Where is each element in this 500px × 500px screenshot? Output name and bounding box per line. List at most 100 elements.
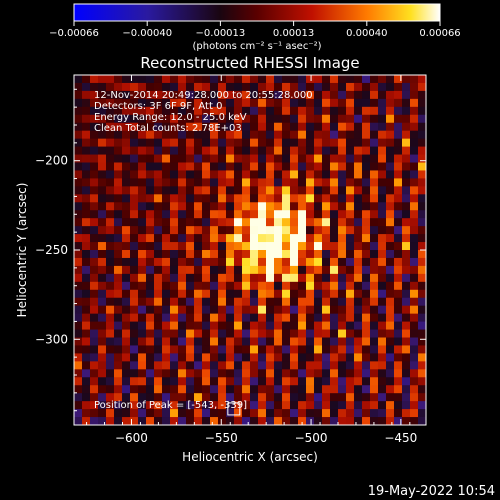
heatmap-cell xyxy=(210,162,219,172)
heatmap-cell xyxy=(386,202,395,211)
heatmap-cell xyxy=(170,170,179,179)
heatmap-cell xyxy=(82,218,91,227)
heatmap-cell xyxy=(402,202,411,211)
heatmap-cell xyxy=(274,210,283,219)
heatmap-cell xyxy=(250,98,259,108)
heatmap-cell xyxy=(402,377,411,386)
heatmap-cell xyxy=(90,265,99,275)
heatmap-cell xyxy=(378,369,387,378)
heatmap-cell xyxy=(298,393,307,402)
heatmap-cell xyxy=(418,409,426,418)
heatmap-image xyxy=(74,75,426,425)
heatmap-cell xyxy=(122,281,131,291)
heatmap-cell xyxy=(306,257,315,267)
heatmap-cell xyxy=(298,337,307,347)
heatmap-cell xyxy=(338,130,347,140)
heatmap-cell xyxy=(378,186,387,195)
heatmap-cell xyxy=(410,417,419,425)
heatmap-cell xyxy=(218,194,227,203)
heatmap-cell xyxy=(122,82,131,92)
heatmap-cell xyxy=(98,234,107,243)
heatmap-cell xyxy=(138,234,147,243)
heatmap-cell xyxy=(266,321,275,331)
heatmap-cell xyxy=(266,273,275,283)
heatmap-cell xyxy=(306,202,315,211)
heatmap-cell xyxy=(202,297,211,307)
heatmap-cell xyxy=(354,321,363,331)
heatmap-cell xyxy=(74,130,83,140)
heatmap-cell xyxy=(346,401,355,410)
heatmap-cell xyxy=(314,98,323,108)
heatmap-cell xyxy=(250,297,259,307)
heatmap-cell xyxy=(114,186,123,195)
heatmap-cell xyxy=(290,146,299,156)
heatmap-cell xyxy=(338,178,347,187)
heatmap-cell xyxy=(186,417,195,425)
heatmap-cell xyxy=(234,345,243,354)
heatmap-cell xyxy=(346,361,355,370)
heatmap-cell xyxy=(122,234,131,243)
heatmap-cell xyxy=(202,210,211,219)
heatmap-cell xyxy=(338,106,347,116)
heatmap-cell xyxy=(354,417,363,425)
heatmap-cell xyxy=(346,250,355,259)
heatmap-cell xyxy=(162,114,171,124)
heatmap-cell xyxy=(370,218,379,227)
heatmap-cell xyxy=(354,369,363,378)
heatmap-cell xyxy=(98,186,107,195)
heatmap-cell xyxy=(306,146,315,156)
heatmap-cell xyxy=(258,273,267,283)
heatmap-cell xyxy=(122,321,131,331)
heatmap-cell xyxy=(74,265,83,275)
heatmap-cell xyxy=(234,321,243,331)
heatmap-cell xyxy=(226,417,235,425)
heatmap-cell xyxy=(330,106,339,116)
heatmap-cell xyxy=(138,82,147,92)
heatmap-cell xyxy=(370,162,379,172)
heatmap-cell xyxy=(218,146,227,156)
heatmap-cell xyxy=(194,98,203,108)
heatmap-cell xyxy=(354,234,363,243)
heatmap-cell xyxy=(274,329,283,339)
heatmap-cell xyxy=(322,106,331,116)
heatmap-cell xyxy=(338,297,347,307)
heatmap-cell xyxy=(378,154,387,164)
heatmap-cell xyxy=(242,361,251,370)
heatmap-cell xyxy=(314,265,323,275)
heatmap-cell xyxy=(106,122,115,132)
heatmap-cell xyxy=(290,90,299,100)
heatmap-cell xyxy=(154,154,163,164)
heatmap-cell xyxy=(298,281,307,291)
heatmap-cell xyxy=(250,234,259,243)
heatmap-cell xyxy=(322,313,331,323)
heatmap-cell xyxy=(90,250,99,259)
heatmap-cell xyxy=(410,337,419,347)
heatmap-cell xyxy=(202,138,211,148)
heatmap-cell xyxy=(306,170,315,179)
heatmap-cell xyxy=(138,385,147,394)
heatmap-cell xyxy=(330,146,339,156)
heatmap-cell xyxy=(242,210,251,219)
heatmap-cell xyxy=(354,82,363,92)
heatmap-cell xyxy=(418,186,426,195)
heatmap-cell xyxy=(266,289,275,299)
heatmap-cell xyxy=(106,353,115,362)
heatmap-cell xyxy=(314,130,323,140)
heatmap-cell xyxy=(194,345,203,354)
heatmap-cell xyxy=(314,273,323,283)
heatmap-cell xyxy=(266,385,275,394)
heatmap-cell xyxy=(250,321,259,331)
heatmap-cell xyxy=(330,353,339,362)
heatmap-cell xyxy=(370,305,379,315)
heatmap-cell xyxy=(258,186,267,195)
heatmap-cell xyxy=(370,409,379,418)
heatmap-cell xyxy=(370,329,379,339)
heatmap-cell xyxy=(130,313,139,323)
heatmap-cell xyxy=(418,401,426,410)
heatmap-cell xyxy=(322,289,331,299)
heatmap-cell xyxy=(418,146,426,156)
heatmap-cell xyxy=(162,385,171,394)
heatmap-cell xyxy=(170,305,179,315)
heatmap-cell xyxy=(90,194,99,203)
heatmap-cell xyxy=(170,106,179,116)
